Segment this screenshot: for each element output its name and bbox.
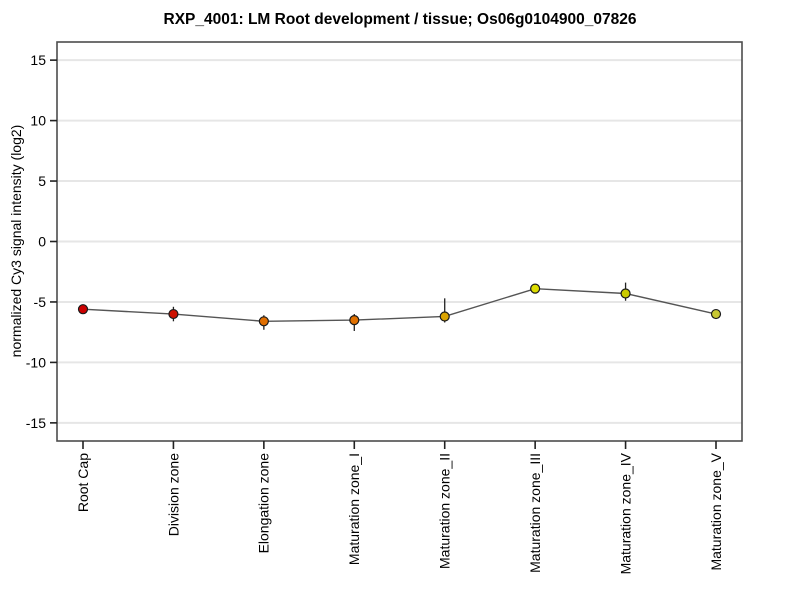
data-layer [77, 282, 722, 331]
y-tick-label: -15 [26, 415, 46, 431]
data-point [77, 304, 89, 315]
data-point [349, 314, 360, 326]
x-tick-label: Maturation zone_III [527, 453, 543, 573]
data-point [530, 283, 541, 294]
x-tick-label: Division zone [165, 453, 181, 536]
y-tick-label: 10 [30, 112, 46, 128]
x-tick-label: Maturation zone_IV [617, 452, 633, 574]
x-tick-label: Root Cap [75, 453, 91, 512]
y-tick-label: 15 [30, 52, 46, 68]
data-point [620, 288, 631, 299]
series-line [82, 287, 717, 323]
x-tick-label: Elongation zone [256, 453, 272, 554]
x-tick-label: Maturation zone_II [437, 453, 453, 569]
axis-layer: 15 10 5 0 -5 -10 -15 Root Cap Division zone Elong… [26, 41, 743, 574]
data-point [258, 316, 269, 327]
grid-layer [57, 59, 742, 424]
y-tick-label: -10 [26, 354, 46, 370]
data-point [168, 308, 179, 320]
data-point [710, 308, 722, 320]
data-point [439, 311, 450, 322]
y-tick-label: 5 [38, 173, 46, 189]
y-axis-label: normalized Cy3 signal intensity (log2) [8, 125, 24, 358]
y-tick-label: -5 [34, 294, 47, 310]
x-tick-label: Maturation zone_I [346, 453, 362, 565]
chart-title: RXP_4001: LM Root development / tissue; … [164, 11, 637, 28]
y-tick-label: 0 [38, 233, 46, 249]
x-tick-label: Maturation zone_V [708, 452, 724, 570]
